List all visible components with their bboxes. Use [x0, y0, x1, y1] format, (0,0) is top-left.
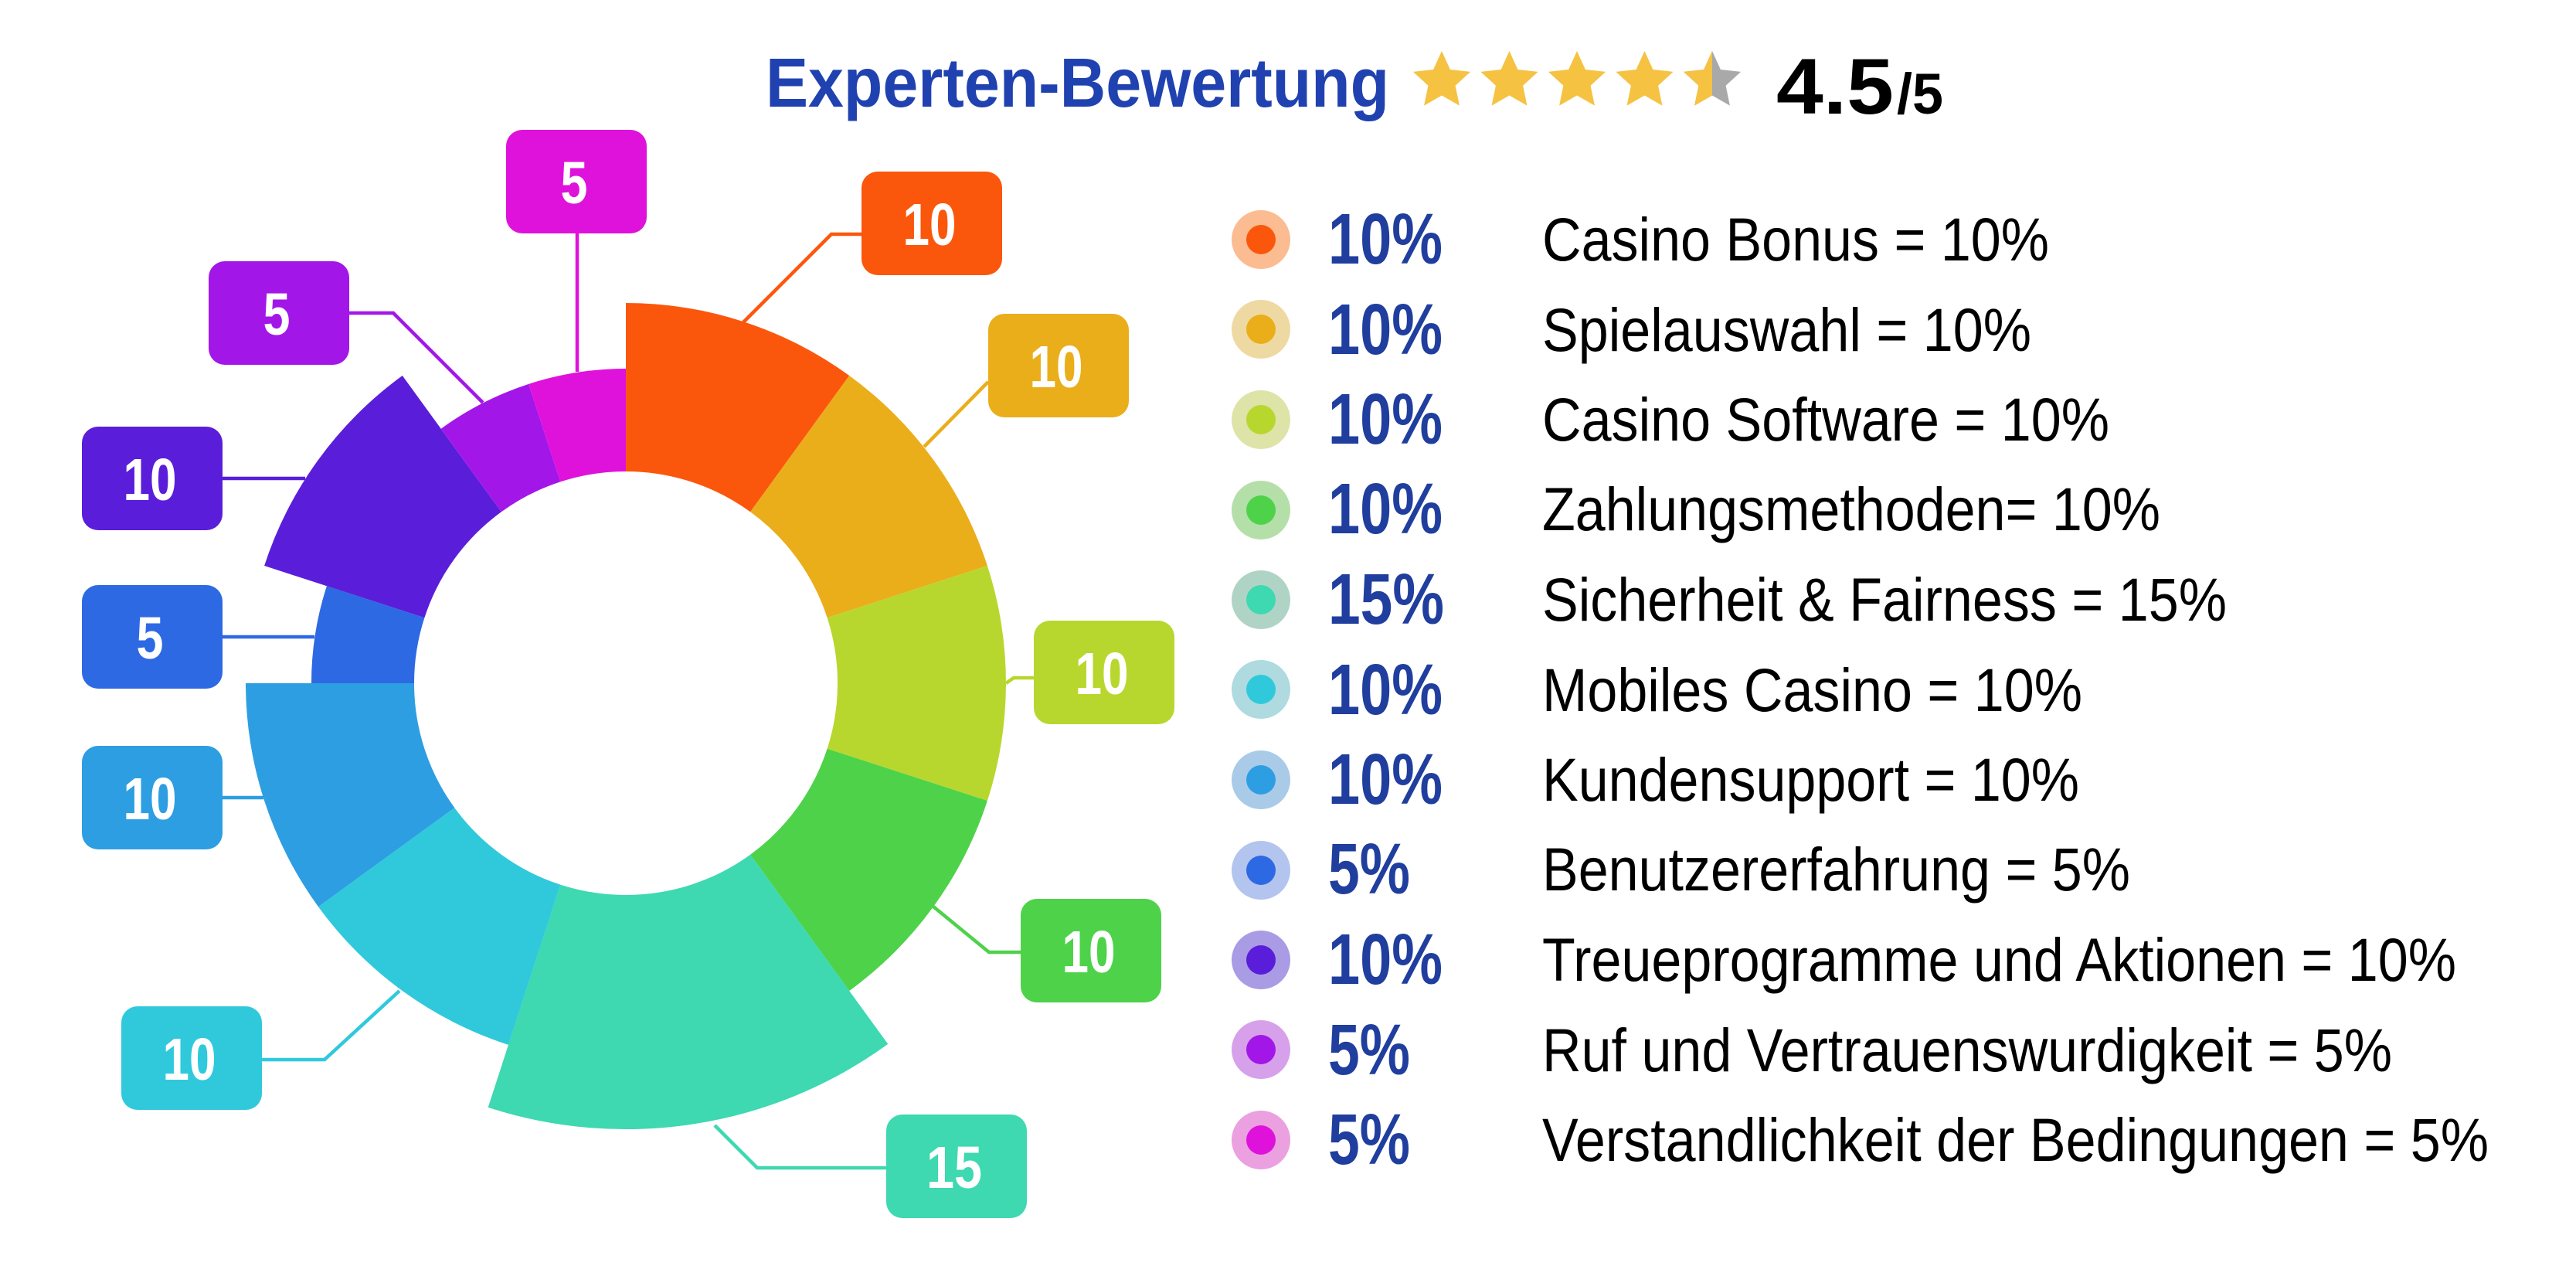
svg-text:10: 10: [163, 1026, 216, 1093]
svg-text:5: 5: [561, 150, 588, 216]
svg-text:10: 10: [903, 192, 957, 258]
svg-text:15: 15: [926, 1135, 982, 1201]
svg-text:5%: 5%: [1328, 1099, 1410, 1179]
svg-text:10: 10: [1062, 919, 1116, 985]
svg-text:Treueprogramme und Aktionen =: Treueprogramme und Aktionen = 10%: [1542, 925, 2456, 994]
svg-text:Kundensupport = 10%: Kundensupport = 10%: [1542, 745, 2079, 814]
svg-text:Ruf und Vertrauenswurdigkeit =: Ruf und Vertrauenswurdigkeit = 5%: [1542, 1016, 2392, 1084]
svg-text:10%: 10%: [1328, 739, 1443, 819]
svg-text:Verstandlichkeit der Bedingung: Verstandlichkeit der Bedingungen = 5%: [1542, 1105, 2489, 1174]
svg-text:Casino Bonus = 10%: Casino Bonus = 10%: [1542, 205, 2049, 274]
svg-text:10%: 10%: [1328, 379, 1443, 459]
svg-text:Mobiles Casino = 10%: Mobiles Casino = 10%: [1542, 655, 2082, 724]
svg-text:15%: 15%: [1328, 559, 1444, 639]
svg-text:10%: 10%: [1328, 199, 1443, 279]
svg-text:5%: 5%: [1328, 1009, 1410, 1090]
svg-text:/5: /5: [1897, 62, 1943, 126]
svg-text:Experten-Bewertung: Experten-Bewertung: [766, 45, 1389, 122]
svg-text:5%: 5%: [1328, 829, 1410, 909]
svg-text:10: 10: [124, 766, 177, 832]
svg-text:10%: 10%: [1328, 919, 1443, 999]
svg-text:Sicherheit & Fairness = 15%: Sicherheit & Fairness = 15%: [1542, 565, 2227, 634]
svg-text:Spielauswahl = 10%: Spielauswahl = 10%: [1542, 295, 2031, 364]
svg-text:5: 5: [263, 281, 291, 348]
svg-text:10: 10: [124, 447, 177, 513]
svg-text:4.5: 4.5: [1776, 43, 1894, 131]
svg-text:10: 10: [1030, 334, 1083, 400]
svg-text:10: 10: [1076, 641, 1129, 707]
svg-text:10%: 10%: [1328, 289, 1443, 369]
svg-text:5: 5: [137, 605, 164, 672]
svg-text:10%: 10%: [1328, 649, 1443, 730]
svg-text:Benutzererfahrung = 5%: Benutzererfahrung = 5%: [1542, 835, 2130, 904]
svg-text:10%: 10%: [1328, 468, 1443, 549]
svg-text:Casino Software = 10%: Casino Software = 10%: [1542, 385, 2109, 454]
svg-text:Zahlungsmethoden= 10%: Zahlungsmethoden= 10%: [1542, 475, 2160, 543]
